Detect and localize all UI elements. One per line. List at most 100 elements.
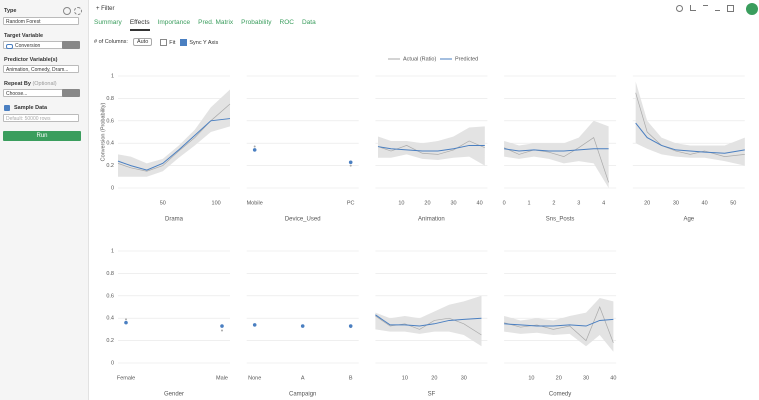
sync-text: Sync Y Axis <box>189 39 219 46</box>
confidence-band <box>375 295 482 347</box>
actual-line <box>504 306 614 343</box>
predicted-line <box>504 318 614 327</box>
target-button[interactable] <box>62 41 80 49</box>
predicted-dot <box>124 320 128 325</box>
fit-checkbox[interactable] <box>160 38 168 46</box>
icon-expand[interactable] <box>727 5 734 12</box>
tab[interactable]: Summary <box>94 19 122 26</box>
type-select[interactable]: Random Forest <box>3 17 79 25</box>
x-tick-label: B <box>349 375 353 381</box>
predicted-line <box>117 118 231 171</box>
y-tick-label: 0.2 <box>106 338 114 344</box>
sync-checkbox[interactable] <box>180 38 188 46</box>
y-tick-label: 0.2 <box>106 163 114 169</box>
tab[interactable]: Data <box>301 19 316 26</box>
x-tick-label: 30 <box>450 200 456 206</box>
predicted-line <box>377 144 485 152</box>
repeat-label: Repeat By (Optional) <box>4 81 57 87</box>
columns-select[interactable]: Auto <box>132 38 153 46</box>
x-axis-title: SF <box>428 392 436 398</box>
actual-line <box>503 137 609 183</box>
fit-option[interactable]: Fit <box>160 38 175 46</box>
predicted-line <box>375 314 482 327</box>
x-tick-label: 20 <box>431 375 437 381</box>
predicted-dot <box>252 323 257 327</box>
x-tick-label: 3 <box>577 200 580 206</box>
actual-dot <box>125 318 127 321</box>
actual-dot <box>349 326 352 329</box>
x-axis-title: Drama <box>165 217 184 223</box>
x-tick-label: 4 <box>602 200 605 206</box>
y-tick-label: 0.4 <box>106 316 114 322</box>
x-tick-label: 40 <box>610 375 616 381</box>
icon-chart[interactable] <box>690 5 696 11</box>
sample-checkbox[interactable] <box>4 105 10 111</box>
y-tick-label: 0 <box>111 360 114 366</box>
confidence-band <box>504 298 614 352</box>
repeat-label-text: Repeat By <box>4 81 31 87</box>
y-tick-label: 0.8 <box>106 96 114 102</box>
actual-line <box>375 315 482 336</box>
actual-line <box>635 92 745 157</box>
repeat-button[interactable] <box>62 89 80 97</box>
legend-label: Actual (Ratio) <box>403 56 436 62</box>
legend-label: Predicted <box>455 56 478 62</box>
target-label: Target Variable <box>4 33 44 39</box>
type-label: Type <box>4 8 17 14</box>
settings-icon[interactable] <box>74 7 82 15</box>
x-tick-label: None <box>248 375 261 381</box>
optional-text: (Optional) <box>32 81 57 87</box>
x-axis-title: Animation <box>418 217 445 223</box>
tab-bar: Summary Effects Importance Pred. Matrix Prob… <box>94 19 316 31</box>
x-tick-label: 50 <box>730 200 736 206</box>
x-tick-label: Male <box>216 375 228 381</box>
tab[interactable]: ROC <box>279 19 294 26</box>
actual-dot <box>253 323 256 326</box>
sample-label: Sample Data <box>14 105 48 111</box>
x-tick-label: 2 <box>552 200 555 206</box>
x-axis-title: Sns_Posts <box>546 217 575 223</box>
y-tick-label: 0 <box>111 185 114 191</box>
confidence-band <box>504 120 609 188</box>
y-tick-label: 1 <box>111 248 114 254</box>
predictor-select[interactable]: Animation, Comedy, Dram... <box>3 65 79 73</box>
filter-button[interactable]: + Filter <box>96 6 115 12</box>
x-tick-label: Female <box>117 375 135 381</box>
x-tick-label: 20 <box>644 200 650 206</box>
confidence-band <box>378 126 485 166</box>
actual-line <box>377 140 485 155</box>
y-axis-title: Conversion (Probability) <box>100 102 106 161</box>
help-icon[interactable] <box>63 7 71 15</box>
run-button[interactable]: Run <box>3 131 81 141</box>
tab[interactable]: Pred. Matrix <box>198 19 234 26</box>
x-tick-label: 40 <box>477 200 483 206</box>
y-tick-label: 0.6 <box>106 118 114 124</box>
predicted-dot <box>252 148 257 152</box>
x-tick-label: Mobile <box>247 200 263 206</box>
tab[interactable]: Probability <box>241 19 272 26</box>
toolbar-icons <box>676 5 734 12</box>
actual-dot <box>301 325 304 328</box>
icon-download[interactable] <box>715 5 720 11</box>
x-axis-title: Age <box>683 217 694 223</box>
predicted-dot <box>348 160 353 165</box>
sample-input[interactable]: Default: 50000 rows <box>3 114 79 122</box>
tab[interactable]: Effects <box>129 19 150 31</box>
y-tick-label: 0.4 <box>106 141 114 147</box>
x-tick-label: 30 <box>583 375 589 381</box>
tab[interactable]: Importance <box>157 19 191 26</box>
icon-comment[interactable] <box>676 5 683 12</box>
icon-upload[interactable] <box>703 5 708 11</box>
avatar[interactable] <box>746 3 758 15</box>
predicted-dot <box>220 324 224 328</box>
x-tick-label: 40 <box>702 200 708 206</box>
predicted-line <box>504 148 609 152</box>
x-tick-label: A <box>301 375 305 381</box>
actual-dot <box>221 329 223 332</box>
actual-line <box>117 103 231 172</box>
x-axis-title: Campaign <box>289 392 316 398</box>
sync-option[interactable]: Sync Y Axis <box>180 38 219 46</box>
toggle-icon <box>6 44 13 49</box>
y-tick-label: 1 <box>111 73 114 79</box>
